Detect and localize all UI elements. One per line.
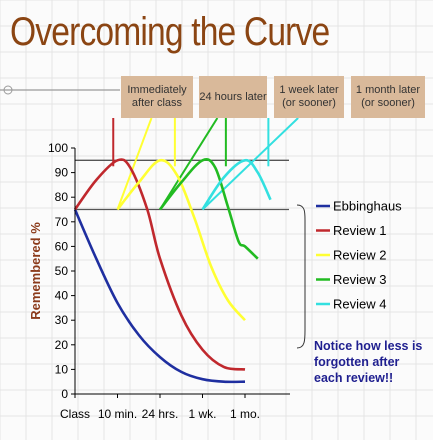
legend-label-review-4: Review 4 — [333, 297, 386, 312]
y-tick-label: 100 — [48, 141, 68, 155]
banner-24-hours: 24 hours later — [199, 76, 267, 118]
y-tick-label: 80 — [55, 190, 69, 204]
legend-label-ebbinghaus: Ebbinghaus — [333, 199, 402, 214]
series-line-ebbinghaus — [73, 208, 246, 384]
y-tick-label: 20 — [55, 338, 69, 352]
bracket — [296, 204, 306, 349]
series-line-review-2 — [116, 158, 246, 322]
y-tick-label: 10 — [55, 362, 69, 376]
legend-label-review-2: Review 2 — [333, 248, 386, 263]
banner-immediately: Immediately after class — [121, 76, 193, 118]
banner-1-week: 1 week later (or sooner) — [274, 76, 344, 118]
legend-label-review-3: Review 3 — [333, 272, 386, 287]
banner-1-month: 1 month later (or sooner) — [351, 76, 425, 118]
series-line-review-1 — [73, 158, 246, 371]
x-tick-label: 10 min. — [98, 407, 137, 421]
x-tick-label: 1 mo. — [230, 407, 260, 421]
y-tick-label: 50 — [55, 264, 69, 278]
decorative-circle — [3, 85, 13, 95]
y-tick-label: 40 — [55, 289, 69, 303]
y-tick-label: 70 — [55, 215, 69, 229]
legend-label-review-1: Review 1 — [333, 223, 386, 238]
x-tick-label: 24 hrs. — [142, 407, 179, 421]
notice-text: Notice how less is forgotten after each … — [314, 339, 423, 385]
y-axis-label: Remembered % — [28, 222, 43, 320]
x-tick-label: Class — [60, 407, 90, 421]
review-connector-2 — [116, 117, 153, 210]
page-title: Overcoming the Curve — [10, 10, 330, 54]
y-tick-label: 0 — [61, 387, 68, 401]
review-connector-3 — [159, 117, 219, 211]
series-line-review-3 — [158, 158, 259, 260]
series-line-review-4 — [201, 158, 272, 211]
y-tick-label: 60 — [55, 239, 69, 253]
x-tick-label: 1 wk. — [188, 407, 216, 421]
y-tick-label: 30 — [55, 313, 69, 327]
y-tick-label: 90 — [55, 166, 69, 180]
